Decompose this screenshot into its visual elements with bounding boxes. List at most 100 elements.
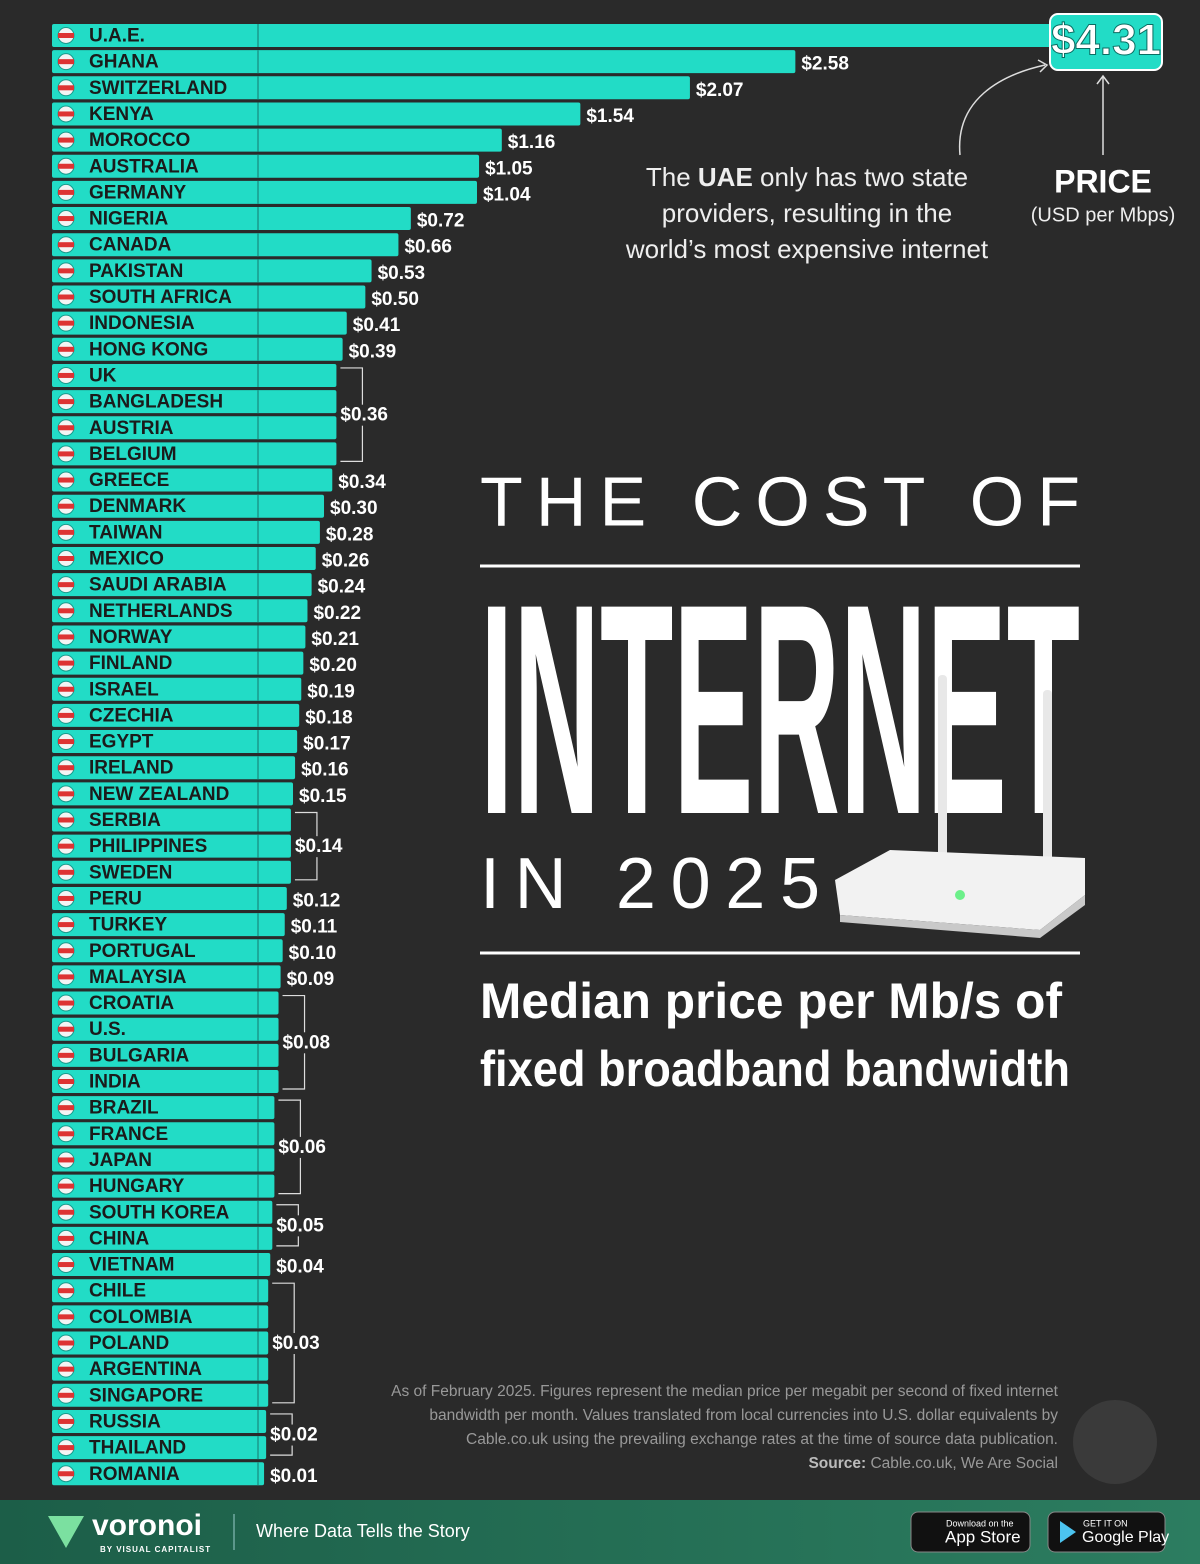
bar [52, 913, 285, 937]
category-label: BANGLADESH [89, 392, 223, 413]
value-title: PRICE [1054, 163, 1152, 199]
button-label: Google Play [1082, 1529, 1169, 1546]
value-label: $0.34 [338, 472, 386, 493]
value-label: $0.19 [307, 681, 355, 702]
bar [52, 886, 287, 910]
bar [52, 363, 337, 387]
bar [52, 1017, 279, 1041]
flag-stripe [58, 843, 74, 849]
category-label: AUSTRIA [89, 418, 174, 439]
flag-stripe [58, 503, 74, 509]
category-label: PORTUGAL [89, 941, 196, 962]
category-label: GHANA [89, 52, 159, 73]
bar [52, 1070, 279, 1093]
category-label: UK [89, 365, 117, 386]
category-label: PAKISTAN [89, 261, 183, 282]
app-store-button[interactable] [910, 1511, 1031, 1553]
category-label: ARGENTINA [89, 1359, 202, 1380]
annotation: world’s most expensive internet [625, 234, 989, 264]
value-label: $0.10 [289, 943, 337, 964]
value-label-group: $0.02 [268, 1424, 320, 1446]
value-label: $0.20 [309, 655, 357, 676]
value-label: $0.09 [287, 969, 335, 990]
category-label: CHILE [89, 1281, 146, 1302]
flag-stripe [58, 425, 74, 431]
bar [52, 233, 399, 257]
category-label: SWITZERLAND [89, 78, 227, 99]
label-bg [274, 1215, 327, 1237]
bar [52, 1043, 279, 1067]
value-label: $0.50 [371, 289, 419, 310]
flag-stripe [58, 1471, 74, 1477]
category-label: SOUTH KOREA [89, 1202, 230, 1223]
value-label-group: $0.36 [338, 404, 390, 426]
flag-stripe [58, 974, 74, 980]
bar [52, 1174, 275, 1198]
category-label: HONG KONG [89, 339, 208, 360]
bar [52, 1462, 265, 1486]
value-label: $2.07 [696, 80, 744, 101]
bar [52, 834, 291, 858]
play-icon [1060, 1521, 1076, 1543]
bar [52, 547, 316, 570]
arrow-head [1037, 59, 1049, 73]
flag-stripe [58, 1131, 74, 1137]
category-label: THAILAND [89, 1438, 186, 1459]
flag-stripe [58, 1235, 74, 1241]
value-label: $1.54 [586, 106, 634, 127]
value-label: $0.30 [330, 498, 378, 519]
category-label: GREECE [89, 470, 169, 491]
bar [52, 180, 477, 204]
bar [52, 416, 337, 440]
category-label: SINGAPORE [89, 1385, 203, 1406]
flag-stripe [58, 739, 74, 745]
value-label: $0.36 [340, 405, 388, 426]
flag-stripe [58, 1000, 74, 1006]
bar [52, 259, 372, 283]
flag-stripe [58, 817, 74, 823]
highlight-badge [1049, 13, 1163, 71]
category-label: MOROCCO [89, 130, 190, 151]
bar [52, 128, 502, 152]
flag-stripe [58, 85, 74, 91]
bar [52, 1253, 271, 1277]
flag-stripe [58, 477, 74, 483]
flag-stripe [58, 399, 74, 405]
category-label: FINLAND [89, 653, 172, 674]
annotation-text: only has two state [753, 162, 968, 192]
flag-stripe [58, 1445, 74, 1451]
bar [52, 76, 690, 100]
category-label: ROMANIA [89, 1464, 180, 1485]
value-label: $1.05 [485, 158, 533, 179]
flag-stripe [58, 1157, 74, 1163]
label-bg [338, 404, 390, 426]
bar [52, 625, 306, 649]
button-small: GET IT ON [1083, 1518, 1128, 1528]
bar [52, 808, 291, 832]
note: As of February 2025. Figures represent t… [391, 1383, 1059, 1400]
flag-stripe [58, 895, 74, 901]
category-label: BRAZIL [89, 1098, 159, 1119]
value-label: $0.11 [291, 917, 338, 938]
category-label: DENMARK [89, 496, 186, 517]
bar [52, 1357, 269, 1381]
logo-mark [1073, 1400, 1157, 1484]
category-label: NORWAY [89, 627, 173, 648]
bar [52, 1279, 269, 1303]
value-label: $0.18 [305, 707, 353, 728]
google-play-button[interactable] [1047, 1511, 1166, 1553]
category-label: SOUTH AFRICA [89, 287, 232, 308]
category-label: KENYA [89, 104, 154, 125]
title-main: INTERNET [480, 541, 1080, 877]
flag-stripe [58, 948, 74, 954]
bar [52, 520, 320, 544]
flag-stripe [58, 189, 74, 195]
bar [52, 390, 337, 414]
router-illustration [835, 675, 1085, 938]
flag-stripe [58, 1340, 74, 1346]
value-label: $0.15 [299, 786, 347, 807]
value-label: $0.53 [378, 263, 426, 284]
value-label-group: $0.05 [274, 1215, 327, 1237]
brand: voronoi [92, 1509, 202, 1542]
